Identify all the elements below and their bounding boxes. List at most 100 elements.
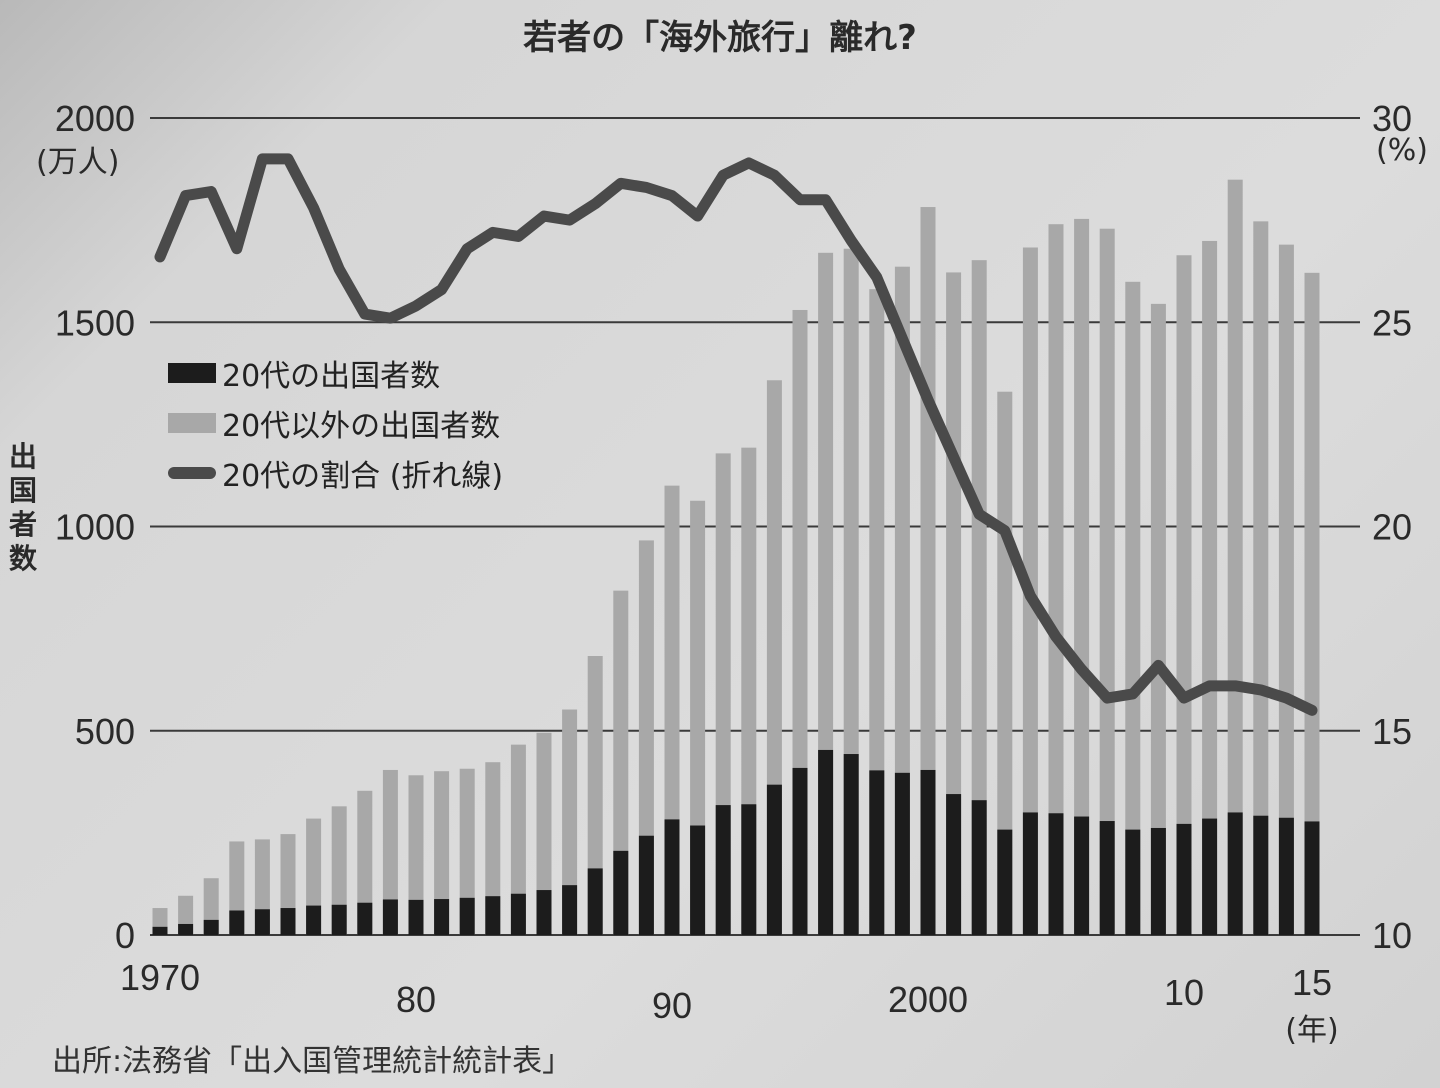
- legend-item-20s: 20代の出国者数: [168, 348, 503, 398]
- bar-group: [1304, 272, 1320, 935]
- y-tick-left: 0: [115, 915, 135, 956]
- legend-item-ratio: 20代の割合 (折れ線): [168, 448, 503, 498]
- bar-group: [1202, 240, 1218, 935]
- bar-group: [434, 771, 450, 935]
- bar-non20s: [459, 768, 475, 935]
- bar-non20s: [971, 260, 987, 936]
- bar-group: [664, 485, 680, 935]
- bar-20s: [664, 819, 680, 935]
- bar-group: [1074, 218, 1090, 935]
- bar-group: [510, 744, 526, 935]
- bar-group: [459, 768, 475, 935]
- bar-group: [331, 806, 347, 935]
- bar-non20s: [1150, 303, 1166, 935]
- bar-group: [792, 309, 808, 935]
- bar-20s: [1278, 817, 1294, 935]
- bar-20s: [152, 926, 168, 935]
- bar-non20s: [1125, 281, 1141, 936]
- legend-label: 20代の割合 (折れ線): [222, 459, 504, 494]
- bar-group: [254, 839, 270, 935]
- bar-20s: [510, 893, 526, 935]
- legend-label: 20代以外の出国者数: [222, 409, 501, 444]
- bar-20s: [1202, 818, 1218, 935]
- bar-20s: [1227, 812, 1243, 935]
- bar-20s: [690, 825, 706, 935]
- chart-title: 若者の「海外旅行」離れ?: [523, 18, 917, 58]
- bar-group: [690, 500, 706, 935]
- bar-20s: [254, 909, 270, 935]
- bar-group: [203, 878, 219, 935]
- x-tick: 90: [652, 985, 692, 1026]
- bar-group: [178, 895, 194, 935]
- bar-non20s: [894, 266, 910, 936]
- bar-20s: [1125, 829, 1141, 935]
- bar-20s: [869, 770, 885, 935]
- bar-group: [280, 834, 296, 935]
- x-tick: 80: [396, 979, 436, 1020]
- bar-group: [1150, 303, 1166, 935]
- y-tick-right: 30: [1372, 98, 1412, 139]
- y-tick-left: 500: [75, 711, 135, 752]
- legend-line-icon: [168, 467, 216, 479]
- bar-20s: [203, 919, 219, 935]
- x-tick: 15: [1292, 962, 1332, 1003]
- bar-20s: [920, 769, 936, 935]
- bar-non20s: [587, 655, 603, 935]
- bar-non20s: [1278, 244, 1294, 935]
- bar-group: [869, 289, 885, 935]
- legend-label: 20代の出国者数: [222, 359, 441, 394]
- bar-non20s: [1253, 221, 1269, 936]
- y-tick-right: 15: [1372, 711, 1412, 752]
- bar-group: [562, 709, 578, 935]
- bar-group: [1125, 281, 1141, 936]
- bar-group: [1253, 221, 1269, 936]
- bar-group: [715, 453, 731, 935]
- bar-group: [1048, 224, 1064, 935]
- ratio-line: [154, 153, 1318, 716]
- bar-20s: [1253, 815, 1269, 935]
- bar-group: [357, 790, 373, 935]
- bar-group: [946, 272, 962, 936]
- bar-non20s: [382, 769, 398, 935]
- bar-group: [1278, 244, 1294, 935]
- bar-20s: [613, 850, 629, 935]
- y-tick-left: 1000: [55, 507, 135, 548]
- source-note: 出所:法務省「出入国管理統計統計表」: [52, 1044, 573, 1079]
- bar-group: [971, 260, 987, 936]
- bar-group: [997, 391, 1013, 935]
- y-axis-label: 出国者数: [6, 440, 40, 576]
- bar-group: [485, 762, 501, 935]
- bar-20s: [894, 772, 910, 935]
- bar-20s: [357, 902, 373, 935]
- bar-group: [1227, 179, 1243, 936]
- bar-20s: [434, 899, 450, 935]
- bar-group: [229, 841, 245, 935]
- legend-swatch-gray-icon: [168, 413, 216, 433]
- x-unit: (年): [1285, 1013, 1338, 1048]
- bar-20s: [306, 905, 322, 935]
- y-tick-right: 20: [1372, 507, 1412, 548]
- bar-non20s: [1176, 255, 1192, 936]
- bar-20s: [536, 890, 552, 935]
- bar-20s: [741, 804, 757, 935]
- bar-20s: [459, 897, 475, 935]
- x-tick: 1970: [120, 957, 200, 998]
- bar-non20s: [331, 806, 347, 935]
- y-axis-label-char: 出: [8, 440, 37, 473]
- y-tick-left: 1500: [55, 302, 135, 343]
- bar-20s: [280, 908, 296, 935]
- bar-20s: [1048, 813, 1064, 935]
- y-tick-right: 25: [1372, 302, 1412, 343]
- axes: 0 500 1000 1500 2000 10 15 20 25 30 (万人) (%) 1970 80 9…: [36, 98, 1428, 1048]
- bar-group: [613, 590, 629, 935]
- bar-non20s: [613, 590, 629, 935]
- bar-non20s: [536, 732, 552, 935]
- bar-non20s: [510, 744, 526, 935]
- bar-group: [306, 818, 322, 935]
- y-unit-right: (%): [1376, 133, 1428, 168]
- bar-20s: [382, 899, 398, 935]
- bar-20s: [1304, 821, 1320, 935]
- bar-20s: [408, 899, 424, 935]
- bar-20s: [715, 805, 731, 935]
- bar-20s: [997, 829, 1013, 935]
